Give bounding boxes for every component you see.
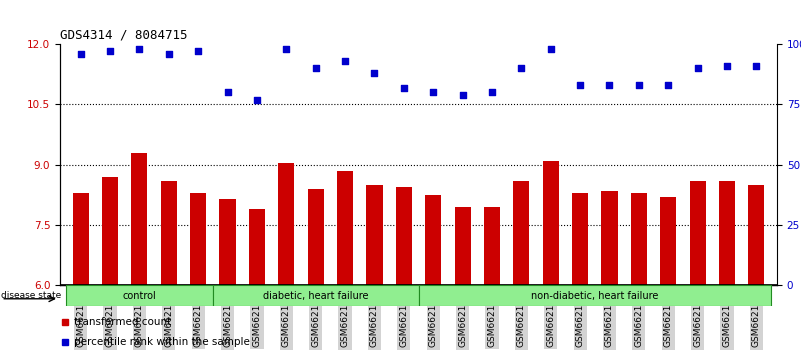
Bar (366, 185, 383, 285)
Bar (631, 193, 647, 285)
Point (309, 65, 322, 71)
Point (515, 65, 528, 71)
Point (251, 97, 264, 102)
Bar (73, 193, 89, 285)
Point (397, 85, 410, 90)
Bar (660, 197, 676, 285)
Bar (219, 199, 235, 285)
Point (691, 65, 704, 71)
Point (163, 51, 175, 57)
Point (721, 63, 734, 69)
Point (457, 92, 469, 98)
Bar (396, 187, 412, 285)
Point (280, 46, 292, 52)
Text: GDS4314 / 8084715: GDS4314 / 8084715 (60, 29, 187, 42)
Bar (454, 207, 471, 285)
Bar (513, 181, 529, 285)
Text: disease state: disease state (2, 291, 62, 300)
Bar (249, 209, 265, 285)
Point (133, 46, 146, 52)
Point (485, 90, 498, 95)
Bar (602, 191, 618, 285)
Bar (278, 162, 295, 285)
Point (74, 51, 87, 57)
Point (545, 46, 557, 52)
Bar (542, 161, 559, 285)
Bar (719, 181, 735, 285)
Text: control: control (123, 291, 156, 301)
Point (221, 90, 234, 95)
Bar (131, 153, 147, 285)
Bar (66, 285, 213, 306)
Point (427, 90, 440, 95)
Bar (213, 285, 419, 306)
Point (368, 70, 380, 76)
Point (574, 82, 586, 88)
Bar (337, 171, 353, 285)
Point (339, 58, 352, 64)
Bar (484, 207, 500, 285)
Point (750, 63, 763, 69)
Bar (190, 193, 206, 285)
Bar (308, 189, 324, 285)
Bar (748, 185, 764, 285)
Point (603, 82, 616, 88)
Point (662, 82, 674, 88)
Bar (102, 177, 118, 285)
Point (633, 82, 646, 88)
Point (103, 48, 116, 54)
Bar (161, 181, 177, 285)
Bar (419, 285, 771, 306)
Point (191, 48, 204, 54)
Bar (572, 193, 588, 285)
Text: non-diabetic, heart failure: non-diabetic, heart failure (531, 291, 658, 301)
Text: transformed count: transformed count (74, 318, 171, 327)
Bar (425, 195, 441, 285)
Text: diabetic, heart failure: diabetic, heart failure (263, 291, 368, 301)
Bar (690, 181, 706, 285)
Text: percentile rank within the sample: percentile rank within the sample (74, 337, 250, 347)
